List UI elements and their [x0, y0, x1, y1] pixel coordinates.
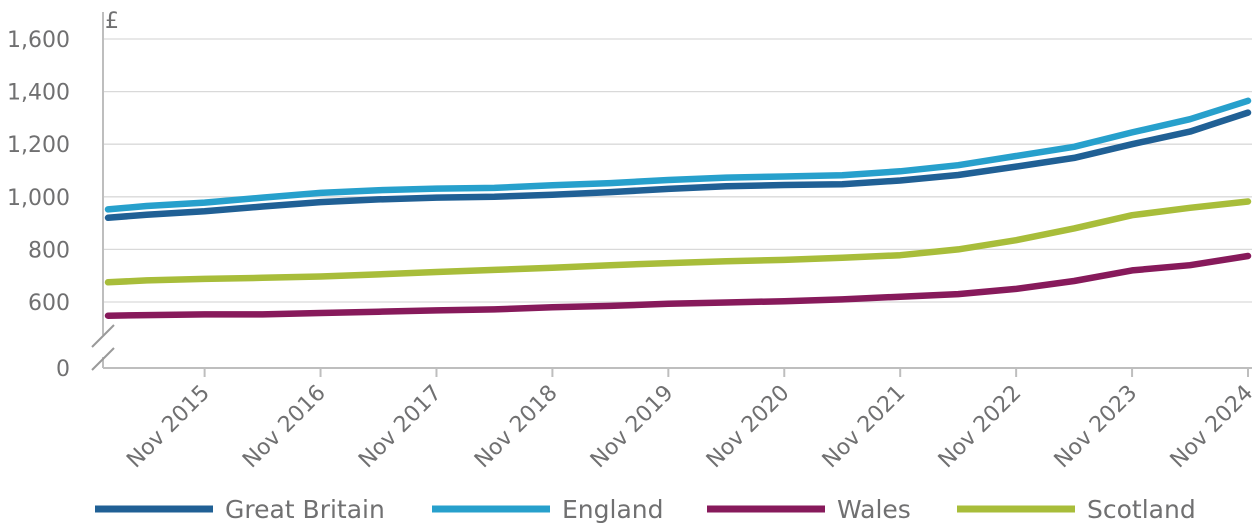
legend-label: Wales: [837, 495, 911, 524]
x-tick-label: Nov 2019: [586, 381, 679, 474]
x-tick-label: Nov 2023: [1050, 381, 1143, 474]
y-tick-label: 1,200: [7, 133, 70, 158]
legend: Great Britain England Wales Scotland: [95, 495, 1196, 524]
x-tick-label: Nov 2022: [934, 381, 1027, 474]
x-tick-label: Nov 2016: [238, 381, 331, 474]
axis-break-mark: [91, 347, 115, 371]
x-tick-label: Nov 2018: [470, 381, 563, 474]
legend-label: England: [562, 495, 664, 524]
series-lines: [104, 97, 1252, 319]
legend-label: Scotland: [1087, 495, 1196, 524]
series-line-great-britain: [104, 109, 1252, 222]
x-tick-label: Nov 2015: [122, 381, 215, 474]
y-tick-label: 1,400: [7, 81, 70, 106]
y-tick-label: 1,600: [7, 28, 70, 53]
x-tick-label: Nov 2020: [702, 381, 795, 474]
series-line-scotland: [104, 198, 1252, 286]
y-tick-label: 600: [28, 291, 70, 316]
x-tick-label: Nov 2017: [354, 381, 447, 474]
x-tick-label: Nov 2021: [818, 381, 911, 474]
y-tick-label: 0: [56, 357, 70, 382]
y-unit-label: £: [105, 9, 119, 34]
y-tick-label: 1,000: [7, 186, 70, 211]
x-tick-label: Nov 2024: [1166, 381, 1259, 474]
legend-label: Great Britain: [225, 495, 385, 524]
y-tick-label: 800: [28, 238, 70, 263]
axis-break-mark: [91, 324, 115, 348]
series-line-wales: [104, 252, 1252, 319]
series-line-england: [104, 97, 1252, 213]
